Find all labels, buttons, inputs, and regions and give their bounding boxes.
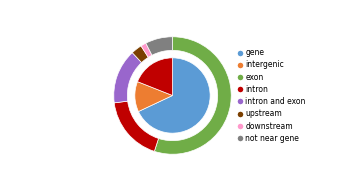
Wedge shape xyxy=(114,101,159,151)
Wedge shape xyxy=(135,82,172,112)
Wedge shape xyxy=(114,53,141,103)
Wedge shape xyxy=(141,43,152,57)
Wedge shape xyxy=(138,58,172,96)
Wedge shape xyxy=(146,37,172,55)
Wedge shape xyxy=(132,46,148,63)
Wedge shape xyxy=(138,58,210,133)
Legend: gene, intergenic, exon, intron, intron and exon, upstream, downstream, not near : gene, intergenic, exon, intron, intron a… xyxy=(238,48,306,143)
Wedge shape xyxy=(154,37,231,154)
